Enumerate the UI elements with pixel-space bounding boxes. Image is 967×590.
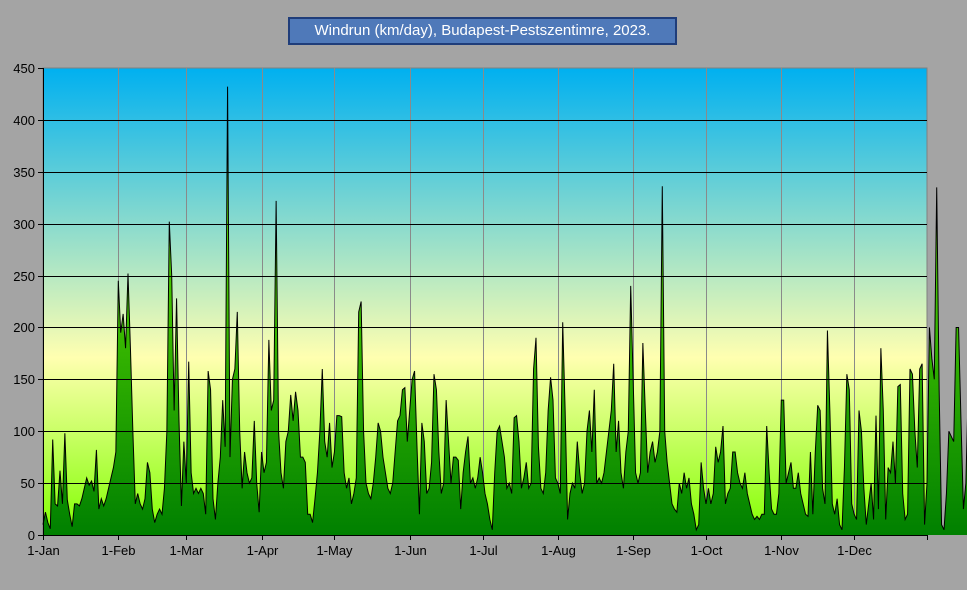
series-area-fill (43, 86, 967, 535)
x-tick-label: 1-Oct (691, 543, 723, 558)
x-tick-label: 1-Apr (247, 543, 279, 558)
x-tick-label: 1-Mar (170, 543, 205, 558)
y-tick-label: 0 (28, 528, 35, 543)
x-tick-label: 1-Nov (764, 543, 799, 558)
x-tick-label: 1-Sep (616, 543, 651, 558)
y-tick-label: 400 (13, 113, 35, 128)
x-tick-label: 1-Dec (837, 543, 872, 558)
x-tick-label: 1-Jan (27, 543, 60, 558)
y-tick-label: 250 (13, 269, 35, 284)
x-tick-label: 1-Jul (469, 543, 497, 558)
y-tick-label: 450 (13, 61, 35, 76)
series-line (42, 86, 967, 532)
x-tick-label: 1-May (316, 543, 353, 558)
x-axis: 1-Jan 1-Feb 1-Mar 1-Apr 1-May 1-Jun 1-Jul 1-Aug… (27, 535, 928, 558)
y-tick-label: 50 (21, 476, 35, 491)
x-tick-label: 1-Aug (541, 543, 576, 558)
y-tick-label: 150 (13, 372, 35, 387)
y-tick-label: 200 (13, 320, 35, 335)
y-axis: 0 50 100 150 200 250 300 350 400 450 (13, 61, 44, 543)
x-tick-label: 1-Jun (394, 543, 427, 558)
chart-title: Windrun (km/day), Budapest-Pestszentimre… (288, 17, 677, 45)
x-tick-label: 1-Feb (102, 543, 136, 558)
y-tick-label: 300 (13, 217, 35, 232)
y-tick-label: 350 (13, 165, 35, 180)
y-tick-label: 100 (13, 424, 35, 439)
